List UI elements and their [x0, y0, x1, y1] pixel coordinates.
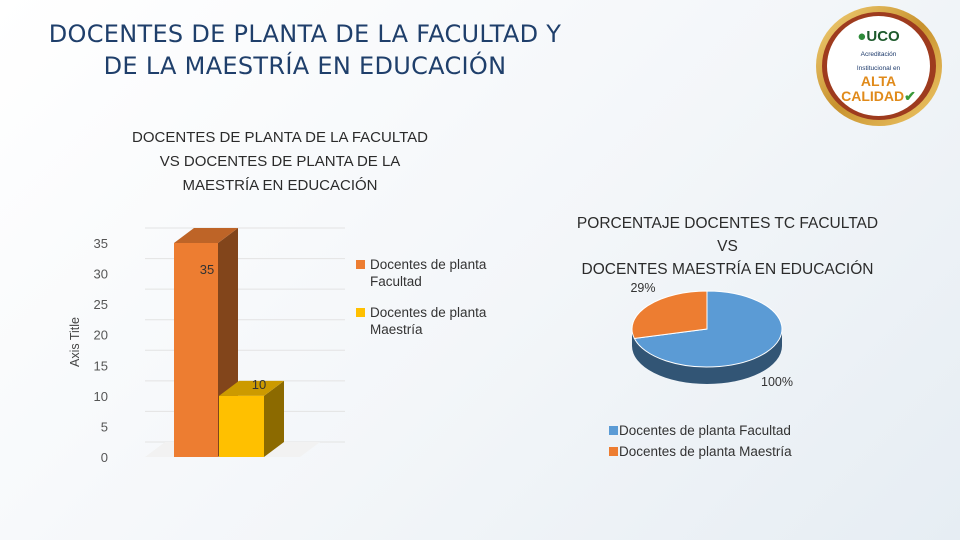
pie-legend-item-facultad: Docentes de planta Facultad	[609, 420, 792, 441]
pie-legend-item-maestria: Docentes de planta Maestría	[609, 441, 792, 462]
pie-chart-title-line-2: VS	[717, 238, 738, 255]
pie-legend-swatch-maestria	[609, 447, 618, 456]
bar-side-1	[264, 380, 284, 457]
bar-top-0	[174, 228, 238, 243]
bar-chart-title-line-2: VS DOCENTES DE PLANTA DE LA	[159, 153, 401, 170]
badge-calidad: CALIDAD✔	[827, 88, 930, 104]
bar-legend-item-maestria: Docentes de planta Maestría	[356, 304, 506, 338]
bar-chart-title-line-1: DOCENTES DE PLANTA DE LA FACULTAD	[132, 129, 428, 146]
accreditation-badge-logo: ●UCO Acreditación Institucional en ALTA …	[814, 4, 944, 128]
y-tick-label-7: 35	[94, 236, 108, 251]
bar-0	[174, 243, 218, 457]
bar-1	[219, 395, 264, 457]
bar-top-1	[219, 380, 284, 396]
pie-slice-1	[631, 290, 708, 339]
badge-alta: ALTA	[860, 73, 897, 89]
badge-inner: ●UCO Acreditación Institucional en ALTA …	[827, 16, 930, 116]
badge-acreditacion-line-1: Acreditación	[860, 51, 897, 58]
bar-data-label-1: 10	[252, 377, 266, 392]
y-tick-label-0: 0	[101, 450, 108, 465]
pie-side	[632, 329, 782, 384]
pie-data-label-0: 100%	[761, 375, 793, 389]
y-tick-label-2: 10	[94, 389, 108, 404]
y-tick-label-3: 15	[94, 358, 108, 373]
slide-title: DOCENTES DE PLANTA DE LA FACULTAD Y DE L…	[20, 18, 590, 82]
pie-chart-title-line-3: DOCENTES MAESTRÍA EN EDUCACIÓN	[581, 261, 874, 278]
pie-chart-title: PORCENTAJE DOCENTES TC FACULTAD VS DOCEN…	[560, 212, 895, 281]
pie-data-label-1: 29%	[630, 281, 655, 295]
bar-legend-item-facultad: Docentes de planta Facultad	[356, 256, 506, 290]
pie-chart-title-line-1: PORCENTAJE DOCENTES TC FACULTAD	[576, 215, 879, 232]
bar-legend-label-facultad: Docentes de planta Facultad	[370, 257, 487, 289]
bar-legend-label-maestria: Docentes de planta Maestría	[370, 305, 487, 337]
pie-chart-legend: Docentes de planta Facultad Docentes de …	[609, 420, 792, 462]
y-axis-title: Axis Title	[68, 317, 82, 367]
pie-slice-0	[633, 290, 783, 368]
bar-legend-swatch-maestria	[356, 308, 365, 317]
check-icon: ✔	[904, 88, 916, 104]
badge-acreditacion-line-2: Institucional en	[856, 65, 901, 72]
y-tick-label-1: 5	[101, 419, 108, 434]
pie-legend-label-maestria: Docentes de planta Maestría	[619, 444, 792, 459]
badge-org-text: UCO	[866, 28, 900, 45]
bar-chart-title-line-3: MAESTRÍA EN EDUCACIÓN	[182, 177, 378, 194]
bar-legend-swatch-facultad	[356, 260, 365, 269]
pie-legend-swatch-facultad	[609, 426, 618, 435]
y-tick-label-6: 30	[94, 267, 108, 282]
y-tick-label-5: 25	[94, 297, 108, 312]
badge-calidad-text: CALIDAD	[841, 88, 905, 104]
badge-org: ●UCO	[857, 28, 900, 45]
pie-legend-label-facultad: Docentes de planta Facultad	[619, 423, 791, 438]
bar-chart-title: DOCENTES DE PLANTA DE LA FACULTAD VS DOC…	[100, 126, 460, 198]
slide-title-line-2: DE LA MAESTRÍA EN EDUCACIÓN	[103, 52, 507, 80]
slide-title-line-1: DOCENTES DE PLANTA DE LA FACULTAD Y	[48, 20, 562, 48]
bar-data-label-0: 35	[200, 262, 214, 277]
y-tick-label-4: 20	[94, 328, 108, 343]
bar-chart-legend: Docentes de planta Facultad Docentes de …	[356, 256, 506, 352]
